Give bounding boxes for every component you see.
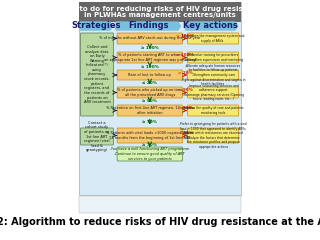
Text: Rate of lost to follow up: Rate of lost to follow up	[128, 73, 171, 77]
Text: ≥ 90%: ≥ 90%	[142, 100, 157, 103]
FancyArrow shape	[80, 22, 113, 30]
FancyBboxPatch shape	[117, 128, 182, 143]
Bar	[79, 2, 241, 22]
Text: -Refresher training for prescribers
-Strengthen supervision and mentoring: -Refresher training for prescribers -Str…	[184, 53, 243, 62]
Text: < 70%: < 70%	[178, 106, 192, 110]
Text: < 100%: < 100%	[176, 53, 194, 57]
FancyBboxPatch shape	[188, 33, 239, 44]
FancyBboxPatch shape	[188, 87, 239, 98]
Text: ≥ 70%: ≥ 70%	[142, 143, 157, 147]
Text: < 70%: < 70%	[178, 131, 192, 135]
Text: ≥ 100%: ≥ 100%	[141, 46, 159, 50]
FancyBboxPatch shape	[80, 33, 114, 116]
Text: Strengthen the management system and
supply of ARVs.: Strengthen the management system and sup…	[182, 34, 244, 43]
Text: Strategies: Strategies	[71, 22, 120, 30]
Text: Improve the quality of care and patients
monitoring tools: Improve the quality of care and patients…	[183, 106, 244, 115]
Text: ≥ 100%: ≥ 100%	[141, 65, 159, 68]
FancyBboxPatch shape	[80, 128, 114, 145]
Text: % Retention on first-line ART regimen, 12 months
after initiation: % Retention on first-line ART regimen, 1…	[106, 106, 194, 115]
Bar	[79, 2, 241, 195]
FancyArrow shape	[116, 22, 180, 30]
Text: % of months without ARV stock-out during the past year: % of months without ARV stock-out during…	[99, 36, 200, 41]
Text: ≤ 20%: ≤ 20%	[142, 82, 157, 85]
FancyArrow shape	[186, 22, 238, 30]
FancyBboxPatch shape	[117, 52, 182, 63]
FancyBboxPatch shape	[188, 128, 239, 143]
Text: in PLWHAs management centres/units: in PLWHAs management centres/units	[84, 12, 236, 18]
Text: Findings: Findings	[128, 22, 169, 30]
Text: Contact a
cohort study
of patients on
1st line ART
regimen (viral
load &
genotyp: Contact a cohort study of patients on 1s…	[84, 121, 110, 152]
FancyBboxPatch shape	[117, 70, 182, 80]
Text: Key actions: Key actions	[183, 22, 238, 30]
Text: Figure 2: Algorithm to reduce risks of HIV drug resistance at the ART site: Figure 2: Algorithm to reduce risks of H…	[0, 217, 320, 227]
FancyBboxPatch shape	[188, 52, 239, 63]
Text: < 90%: < 90%	[178, 88, 192, 92]
Text: -Prefer to genotyping for patients with a viral
load > 1000 that appeared to ide: -Prefer to genotyping for patients with …	[179, 122, 247, 149]
Text: Collect and
analyze data
on Early
Warning
Indicators(*)
using
pharmacy
stock rec: Collect and analyze data on Early Warnin…	[84, 45, 110, 104]
Text: -You have a well functioning ART programme
-Continue to ensure good quality of A: -You have a well functioning ART program…	[110, 147, 189, 161]
Text: > 20%: > 20%	[178, 71, 192, 74]
FancyBboxPatch shape	[117, 147, 182, 161]
Text: -Allocate adequate human resources
to facilities to follow-up patients
-Strength: -Allocate adequate human resources to fa…	[181, 64, 245, 86]
Text: % Patients with viral loads >1000 copies /DNA at
12 months from the beginning of: % Patients with viral loads >1000 copies…	[106, 131, 194, 140]
Text: ≥ 70%: ≥ 70%	[142, 120, 157, 124]
Text: What to do for reducing risks of HIV drug resistance: What to do for reducing risks of HIV dru…	[56, 6, 264, 12]
Text: % of patients who picked up on time
all the prescribed ARV drugs: % of patients who picked up on time all …	[117, 88, 182, 97]
FancyBboxPatch shape	[117, 87, 182, 98]
FancyBboxPatch shape	[188, 70, 239, 80]
FancyBboxPatch shape	[188, 105, 239, 116]
FancyBboxPatch shape	[117, 105, 182, 116]
Text: < 100%: < 100%	[176, 34, 194, 38]
Text: % of patients starting ART to whom
an appropriate 1st line ART regimen was presc: % of patients starting ART to whom an ap…	[104, 53, 196, 62]
FancyBboxPatch shape	[117, 33, 182, 44]
Text: -Improve counseling services and
adherence support
-Rearrange pharmacy services : -Improve counseling services and adheren…	[183, 84, 244, 101]
Bar	[79, 196, 241, 213]
